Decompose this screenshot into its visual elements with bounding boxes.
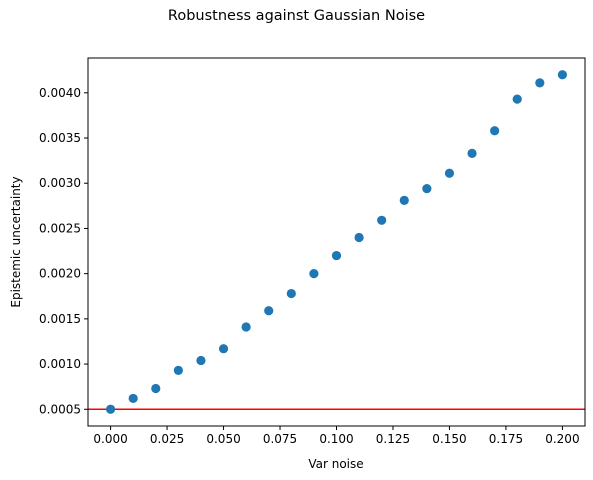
data-point bbox=[557, 70, 568, 80]
data-point bbox=[535, 78, 545, 88]
x-tick-label: 0.075 bbox=[263, 432, 297, 446]
x-axis-label: Var noise bbox=[308, 457, 363, 471]
x-tick-label: 0.125 bbox=[376, 432, 410, 446]
data-point bbox=[173, 365, 183, 375]
y-tick-label: 0.0035 bbox=[39, 131, 81, 145]
x-tick-label: 0.200 bbox=[545, 432, 579, 446]
chart-marks bbox=[88, 70, 585, 414]
y-tick-label: 0.0020 bbox=[39, 267, 81, 281]
data-point bbox=[196, 355, 206, 366]
x-tick-label: 0.150 bbox=[432, 432, 466, 446]
data-point bbox=[286, 288, 296, 299]
chart-title: Robustness against Gaussian Noise bbox=[167, 8, 426, 24]
y-axis-label: Epistemic uncertainty bbox=[9, 176, 23, 307]
data-point bbox=[490, 126, 500, 136]
y-tick-label: 0.0025 bbox=[39, 221, 81, 235]
data-point bbox=[467, 148, 477, 158]
plot-frame bbox=[87, 57, 586, 427]
x-tick-label: 0.000 bbox=[93, 432, 127, 446]
chart-axes: 0.000 0.025 0.050 0.075 0.100 0.125 0.150 0.175… bbox=[39, 57, 586, 446]
data-point bbox=[331, 250, 342, 261]
y-tick-label: 0.0030 bbox=[39, 176, 81, 190]
data-point bbox=[151, 383, 161, 394]
data-point bbox=[354, 232, 364, 243]
data-point bbox=[105, 404, 116, 414]
x-tick-label: 0.050 bbox=[206, 432, 240, 446]
y-tick-label: 0.0040 bbox=[39, 86, 81, 100]
data-point bbox=[241, 322, 251, 332]
data-point bbox=[218, 344, 229, 354]
x-tick-label: 0.100 bbox=[319, 432, 353, 446]
x-tick-label: 0.025 bbox=[150, 432, 184, 446]
data-point bbox=[128, 393, 138, 404]
y-tick-label: 0.0015 bbox=[39, 312, 81, 326]
y-tick-label: 0.0010 bbox=[39, 357, 81, 371]
data-point bbox=[309, 269, 319, 279]
data-point bbox=[512, 94, 522, 104]
data-point bbox=[399, 195, 409, 206]
data-point bbox=[444, 168, 455, 178]
y-tick-label: 0.0005 bbox=[39, 402, 81, 416]
data-point bbox=[377, 215, 387, 225]
x-tick-label: 0.175 bbox=[489, 432, 523, 446]
data-point bbox=[264, 306, 274, 316]
data-point bbox=[422, 184, 432, 194]
